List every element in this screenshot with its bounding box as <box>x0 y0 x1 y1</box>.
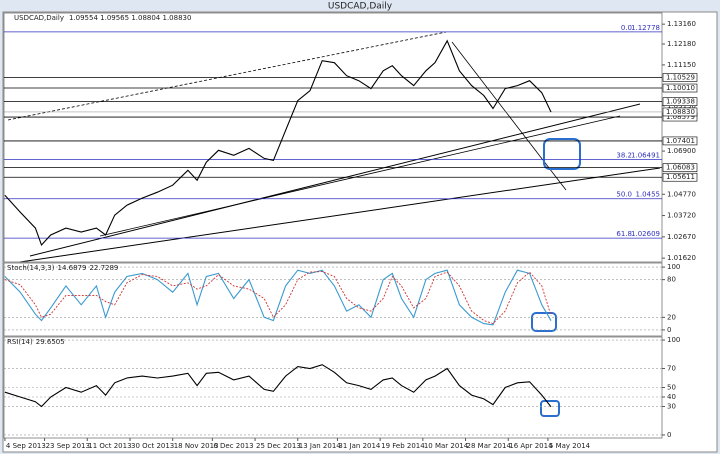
last-price-box <box>662 107 698 117</box>
panel-frame <box>3 262 663 337</box>
fib-label: 38.2 <box>616 151 632 159</box>
series-line <box>4 269 552 326</box>
drawings <box>7 31 661 417</box>
series-line <box>4 364 552 408</box>
fib-label: 0.0 <box>621 24 632 32</box>
level-box <box>662 172 698 182</box>
y-tick-label: 100 <box>667 263 680 271</box>
projection-line <box>451 41 567 191</box>
x-tick-label: 5 May 2014 <box>549 442 591 450</box>
panel-title: USDCAD,Daily <box>14 14 64 22</box>
trend-line <box>99 115 621 237</box>
y-tick-label: 1.06900 <box>667 147 696 155</box>
level-label: 1.08579 <box>666 113 695 121</box>
y-tick-label: 1.02670 <box>667 233 696 241</box>
x-tick-label: 13 Jan 2014 <box>299 442 342 450</box>
level-label: 1.10010 <box>666 84 695 92</box>
indicator-value: 29.6505 <box>36 338 65 346</box>
x-tick-label: 28 Mar 2014 <box>467 442 512 450</box>
series-line <box>4 39 552 247</box>
level-box <box>662 73 698 82</box>
y-tick-label: 20 <box>667 313 676 321</box>
x-tick-label: 30 Oct 2013 <box>131 442 174 450</box>
last-price-label: 1.08830 <box>666 108 695 116</box>
x-tick-label: 10 Mar 2014 <box>424 442 469 450</box>
level-label: 1.10529 <box>666 74 695 82</box>
y-tick-label: 1.11150 <box>667 61 696 69</box>
highlight-box <box>543 138 581 170</box>
trend-line <box>29 103 641 257</box>
level-label: 1.09338 <box>666 98 695 106</box>
x-tick-label: 16 Apr 2014 <box>509 442 553 450</box>
level-label: 1.06083 <box>666 164 695 172</box>
level-label: 1.07401 <box>666 137 695 145</box>
x-tick-label: 18 Nov 2013 <box>174 442 219 450</box>
indicator-value: 22.7289 <box>89 264 118 272</box>
y-tick-label: 100 <box>667 336 680 344</box>
y-tick-label: 1.01620 <box>667 254 696 262</box>
level-box <box>662 163 698 172</box>
panel-title: RSI(14) <box>7 338 33 346</box>
fib-label: 61.8 <box>616 230 632 238</box>
x-tick-label: 11 Oct 2013 <box>88 442 131 450</box>
window-title: USDCAD,Daily <box>328 2 393 12</box>
y-tick-label: 1.03720 <box>667 212 696 220</box>
fib-value: 1.02609 <box>631 230 660 238</box>
panel-title: Stoch(14,3,3) <box>7 264 55 272</box>
level-box <box>662 136 698 146</box>
level-box <box>662 83 698 93</box>
fib-value: 1.12778 <box>631 24 660 32</box>
x-tick-label: 31 Jan 2014 <box>338 442 381 450</box>
y-tick-label: 0 <box>667 431 671 439</box>
highlight-box <box>531 312 557 332</box>
chart-area <box>2 11 718 453</box>
indicator-value: 14.6879 <box>57 264 86 272</box>
y-tick-label: 1.13160 <box>667 20 696 28</box>
x-tick-label: 19 Feb 2014 <box>381 442 425 450</box>
series-line <box>4 271 552 325</box>
channel-line <box>7 31 447 121</box>
level-box <box>662 97 698 106</box>
y-tick-label: 80 <box>667 276 676 284</box>
y-tick-label: 1.12180 <box>667 40 696 48</box>
fib-label: 50.0 <box>616 191 632 199</box>
level-label: 1.05611 <box>666 173 695 181</box>
x-tick-label: 25 Dec 2013 <box>256 442 301 450</box>
y-tick-label: 30 <box>667 402 676 410</box>
x-tick-label: 6 Dec 2013 <box>213 442 253 450</box>
trend-line <box>19 167 661 263</box>
highlight-box <box>540 400 560 417</box>
y-tick-label: 0 <box>667 326 671 334</box>
x-tick-label: 4 Sep 2013 <box>6 442 46 450</box>
fib-value: 1.0455 <box>636 191 661 199</box>
y-tick-label: 50 <box>667 384 676 392</box>
fib-value: 1.06491 <box>631 151 660 159</box>
panel-frame <box>3 12 663 263</box>
y-tick-label: 40 <box>667 393 676 401</box>
panel-subtitle: 1.09554 1.09565 1.08804 1.08830 <box>69 14 191 22</box>
y-tick-label: 1.04770 <box>667 190 696 198</box>
y-tick-label: 70 <box>667 365 676 373</box>
x-tick-label: 23 Sep 2013 <box>46 442 90 450</box>
